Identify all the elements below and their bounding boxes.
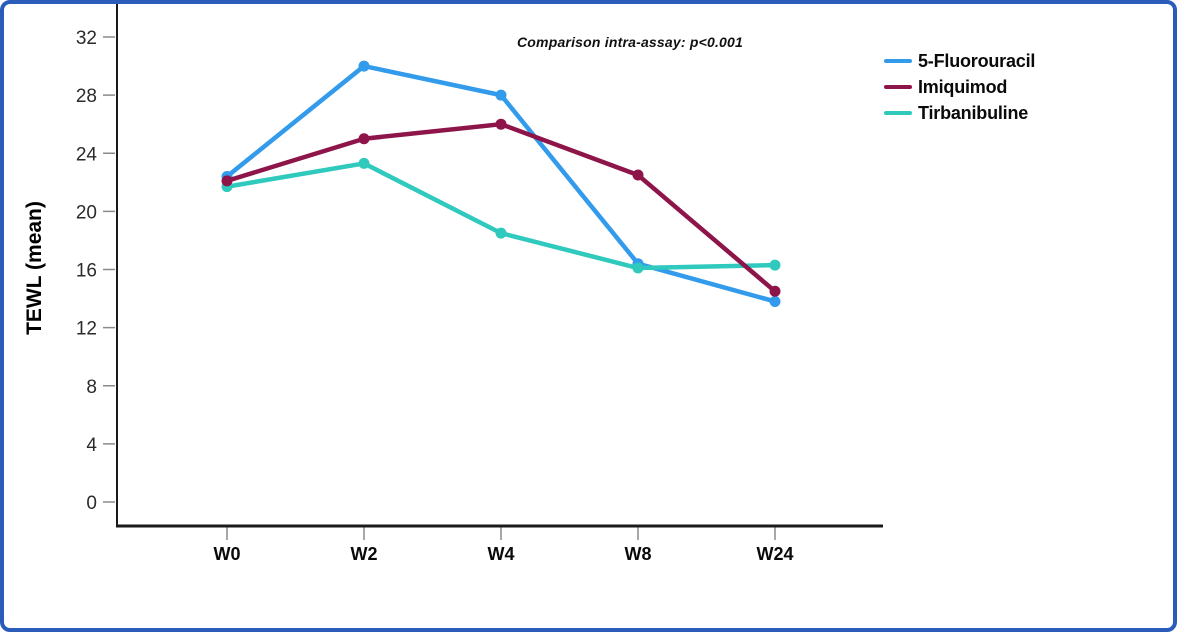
series-imiquimod <box>221 118 781 297</box>
legend-item-tirbanibuline: Tirbanibuline <box>884 100 1035 126</box>
x-tick-label: W2 <box>351 544 378 564</box>
legend: 5-Fluorouracil Imiquimod Tirbanibuline <box>884 48 1035 126</box>
data-point-5-fluorouracil-w4 <box>495 89 507 101</box>
data-point-imiquimod-w8 <box>632 169 644 181</box>
y-tick-label: 4 <box>86 435 97 456</box>
x-tick-label: W24 <box>756 544 793 564</box>
y-tick-label: 8 <box>86 377 97 398</box>
legend-swatch-tirbanibuline-icon <box>884 110 912 116</box>
y-tick-label: 12 <box>76 319 97 340</box>
legend-item-5-fluorouracil: 5-Fluorouracil <box>884 48 1035 74</box>
data-point-imiquimod-w0 <box>221 175 233 187</box>
y-tick-label: 32 <box>76 28 97 49</box>
series-tirbanibuline <box>221 157 781 274</box>
legend-swatch-imiquimod-icon <box>884 84 912 90</box>
legend-label-5-fluorouracil: 5-Fluorouracil <box>918 50 1036 71</box>
y-tick-label: 0 <box>86 493 97 514</box>
legend-label-tirbanibuline: Tirbanibuline <box>918 102 1029 123</box>
legend-label-imiquimod: Imiquimod <box>918 76 1008 97</box>
y-tick-label: 16 <box>76 261 97 282</box>
annotation-pvalue: Comparison intra-assay: p<0.001 <box>516 34 743 50</box>
y-axis-ticks: 0 4 8 12 16 20 24 28 32 <box>76 28 115 514</box>
y-axis-title: TEWL (mean) <box>23 201 46 335</box>
x-axis-ticks: W0 W2 W4 W8 W24 <box>214 527 794 564</box>
legend-swatch-5-fluorouracil-icon <box>884 58 912 64</box>
y-tick-label: 28 <box>76 86 97 107</box>
data-point-imiquimod-w24 <box>769 285 781 297</box>
data-point-imiquimod-w4 <box>495 118 507 130</box>
series-line-tirbanibuline <box>224 161 778 271</box>
data-point-tirbanibuline-w4 <box>495 227 507 239</box>
data-point-tirbanibuline-w24 <box>769 259 781 271</box>
x-tick-label: W8 <box>625 544 652 564</box>
data-point-5-fluorouracil-w24 <box>769 295 781 307</box>
x-tick-label: W0 <box>214 544 241 564</box>
x-tick-label: W4 <box>488 544 515 564</box>
y-tick-label: 20 <box>76 202 97 223</box>
legend-item-imiquimod: Imiquimod <box>884 74 1035 100</box>
series-5-fluorouracil <box>221 60 781 307</box>
data-point-imiquimod-w2 <box>358 133 370 145</box>
data-point-5-fluorouracil-w2 <box>358 60 370 72</box>
data-point-tirbanibuline-w2 <box>358 157 370 169</box>
y-tick-label: 24 <box>76 144 98 165</box>
data-point-tirbanibuline-w8 <box>632 262 644 274</box>
